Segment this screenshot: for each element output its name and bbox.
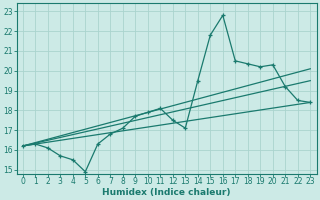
X-axis label: Humidex (Indice chaleur): Humidex (Indice chaleur) (102, 188, 231, 197)
